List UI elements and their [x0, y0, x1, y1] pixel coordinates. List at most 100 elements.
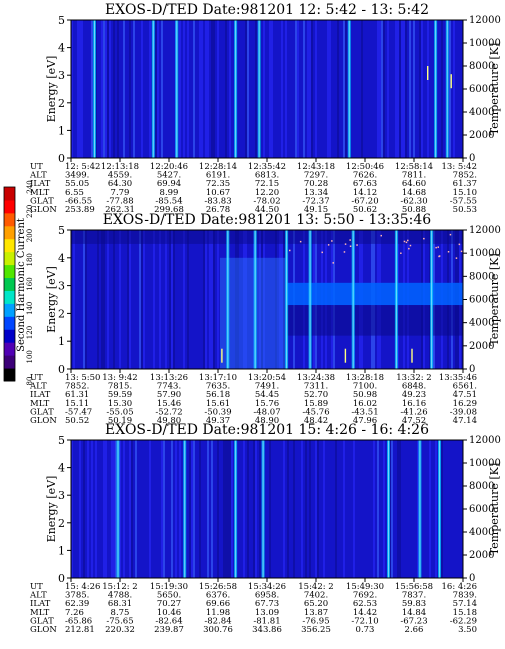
bright-stripe	[309, 230, 311, 369]
y2-tick-label: 4000	[469, 527, 494, 538]
texture-streak	[307, 20, 309, 158]
texture-streak	[255, 440, 257, 578]
orbit-value: 70.28	[304, 179, 328, 189]
y2-tick-label: 10000	[469, 458, 501, 469]
orbit-value: 48.90	[255, 416, 279, 426]
y2-tick-label: 0	[469, 364, 475, 375]
texture-streak	[207, 440, 209, 578]
texture-streak	[127, 230, 129, 369]
orbit-value: 13:17:10	[199, 373, 237, 383]
orbit-row-label: UT	[30, 373, 43, 383]
texture-streak	[453, 20, 455, 158]
texture-streak	[247, 440, 249, 578]
texture-streak	[405, 20, 407, 158]
texture-streak	[263, 20, 265, 158]
data-point	[299, 240, 302, 243]
data-point	[423, 237, 425, 240]
hot-mark	[427, 66, 429, 80]
y2-tick-label: 4000	[469, 107, 494, 118]
orbit-value: 8.99	[160, 188, 179, 198]
orbit-value: 299.68	[154, 205, 184, 215]
y2-tick-label: 10000	[469, 248, 501, 259]
orbit-value: 7852.	[65, 382, 89, 392]
orbit-value: 61.37	[453, 179, 477, 189]
orbit-value: 48.42	[304, 416, 328, 426]
texture-streak	[283, 440, 285, 578]
texture-streak	[429, 440, 431, 578]
texture-streak	[95, 440, 97, 578]
colorbar-segment	[4, 225, 15, 240]
data-point	[289, 249, 291, 252]
orbit-value: -48.07	[253, 407, 280, 417]
orbit-value: -67.20	[351, 196, 378, 206]
texture-streak	[81, 20, 83, 158]
texture-streak	[259, 230, 261, 369]
hot-mark	[344, 348, 347, 363]
bright-stripe	[117, 440, 119, 578]
orbit-value: 6191.	[206, 171, 230, 181]
colorbar-segment	[4, 199, 15, 214]
data-point	[405, 241, 408, 244]
texture-streak	[295, 20, 297, 158]
orbit-value: 14.42	[353, 608, 377, 618]
texture-streak	[229, 20, 231, 158]
y2-tick-label: 0	[469, 153, 475, 164]
orbit-value: 13:28:18	[346, 373, 384, 383]
orbit-value: 220.32	[105, 625, 135, 635]
y2-tick-label: 4000	[469, 318, 494, 329]
orbit-value: -39.08	[450, 407, 477, 417]
texture-streak	[381, 20, 383, 158]
data-point	[460, 250, 463, 253]
texture-streak	[261, 230, 263, 369]
orbit-value: 4559.	[108, 171, 132, 181]
texture-streak	[211, 20, 213, 158]
orbit-value: 50.62	[353, 205, 377, 215]
orbit-value: 15.61	[206, 399, 230, 409]
colorbar-segment	[4, 355, 15, 369]
y-axis-label: Energy [eV]	[45, 266, 58, 333]
bright-stripe	[254, 230, 256, 369]
texture-streak	[225, 440, 227, 578]
orbit-value: 16.16	[402, 399, 426, 409]
bright-stripe	[235, 20, 237, 158]
orbit-value: 13:35:46	[439, 373, 477, 383]
spectrogram-panel: EXOS-D/TED Date:981201 12: 5:42 - 13: 5:…	[29, 2, 501, 215]
orbit-value: 300.76	[203, 625, 233, 635]
texture-streak	[329, 20, 331, 158]
orbit-value: 343.86	[252, 625, 282, 635]
orbit-value: 7839.	[453, 591, 477, 601]
texture-streak	[247, 20, 249, 158]
orbit-row-label: GLON	[30, 625, 57, 635]
texture-streak	[217, 440, 219, 578]
orbit-value: 13:24:38	[297, 373, 335, 383]
orbit-value: 68.31	[108, 599, 132, 609]
orbit-value: -66.55	[65, 196, 92, 206]
colorbar-segment	[4, 290, 15, 304]
bright-stripe	[176, 20, 178, 158]
orbit-value: 50.19	[108, 416, 132, 426]
orbit-value: 15:26:58	[199, 582, 237, 592]
texture-streak	[309, 440, 311, 578]
texture-streak	[179, 440, 181, 578]
orbit-value: 15: 4:26	[65, 582, 100, 592]
orbit-value: 64.30	[108, 179, 132, 189]
texture-streak	[107, 20, 109, 158]
texture-streak	[387, 20, 389, 158]
texture-streak	[105, 20, 107, 158]
orbit-value: 15:42: 2	[298, 582, 333, 592]
y2-tick-label: 8000	[469, 481, 494, 492]
bright-stripe	[348, 20, 350, 158]
texture-streak	[71, 20, 73, 158]
texture-streak	[335, 440, 337, 578]
orbit-value: 50.52	[65, 416, 89, 426]
texture-streak	[161, 20, 163, 158]
texture-streak	[163, 440, 165, 578]
texture-streak	[193, 20, 195, 158]
data-point	[449, 233, 452, 236]
texture-streak	[311, 20, 313, 158]
orbit-value: 15:56:58	[395, 582, 433, 592]
panel-title: EXOS-D/TED Date:981201 15: 4:26 - 16: 4:…	[105, 422, 429, 438]
colorbar-segment	[4, 342, 15, 356]
orbit-value: 12:50:46	[346, 162, 384, 172]
texture-streak	[223, 440, 225, 578]
